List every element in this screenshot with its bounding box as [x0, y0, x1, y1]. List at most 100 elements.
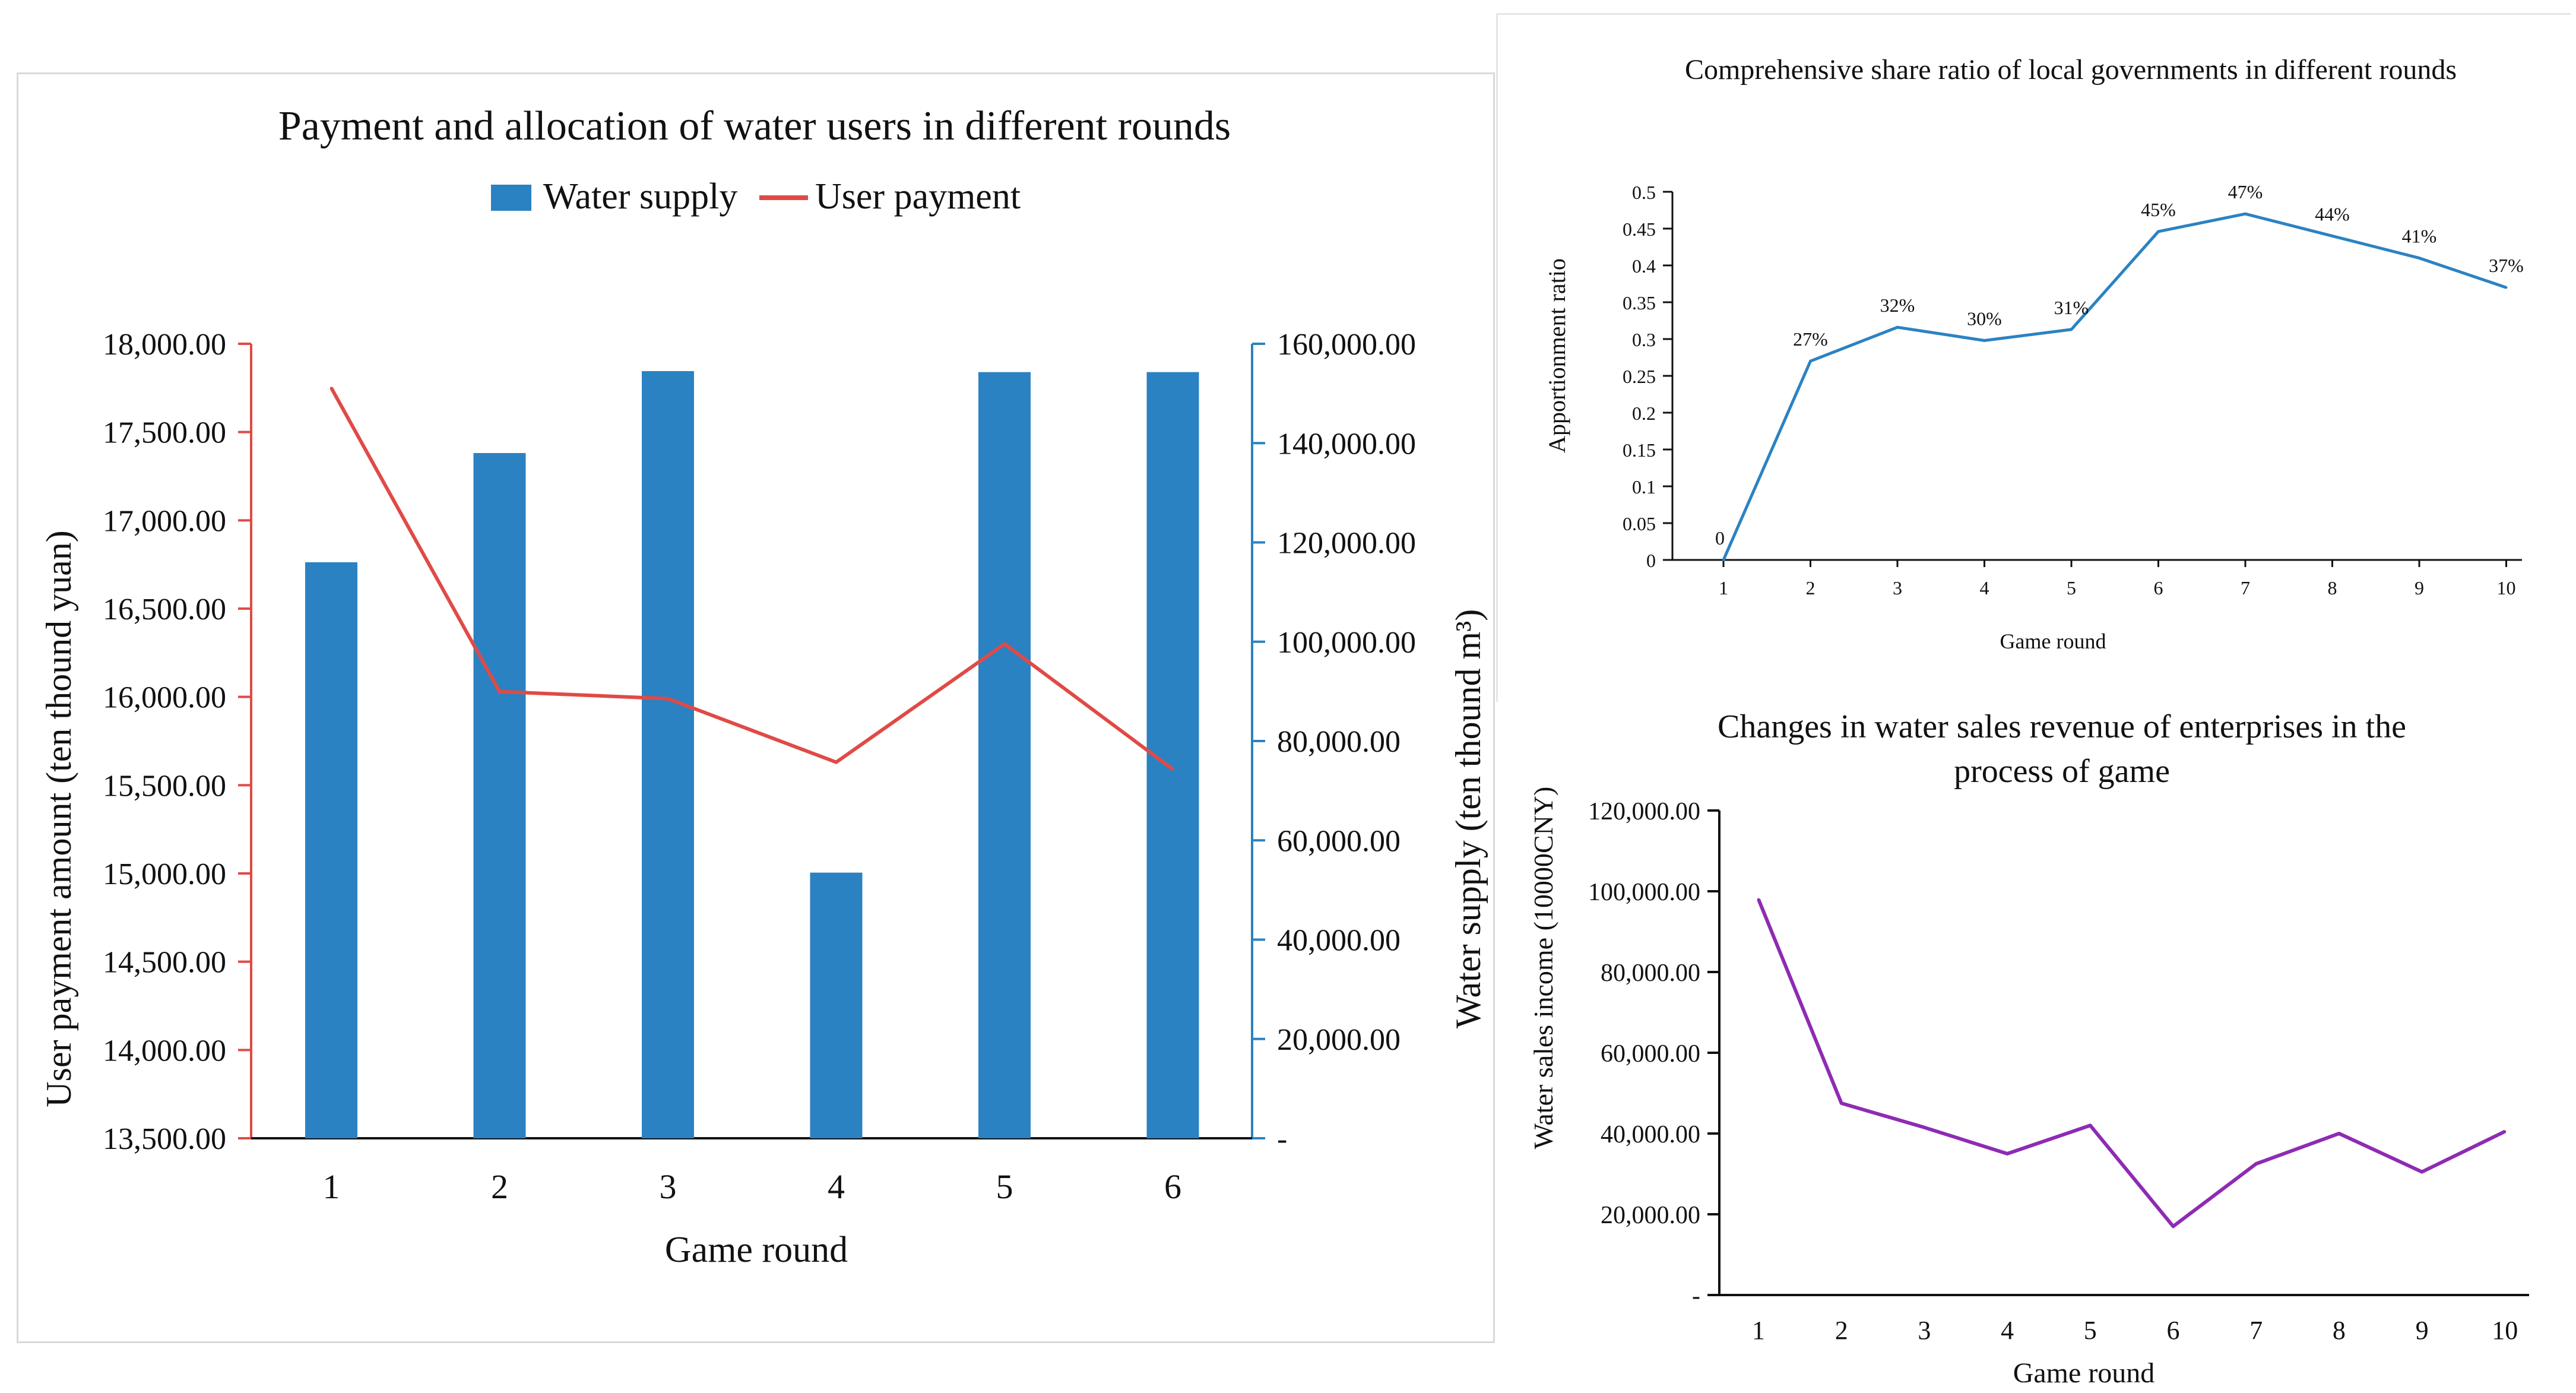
- share-ratio-chart: Comprehensive share ratio of local gover…: [1544, 54, 2524, 653]
- line-series: [1757, 898, 2507, 1229]
- share-ratio-point: [1722, 559, 1725, 561]
- y-tick-label: 0.15: [1623, 439, 1656, 461]
- x-tick-label: 3: [1918, 1316, 1931, 1345]
- share-ratio-point: [2331, 235, 2334, 238]
- x-tick-label: 6: [1164, 1167, 1181, 1206]
- share-ratio-point: [2505, 286, 2508, 289]
- water-supply-bar: [305, 562, 357, 1138]
- legend-user-payment: User payment: [815, 176, 1021, 217]
- x-axis-label: Game round: [2000, 629, 2106, 653]
- y-tick-label-right: 140,000.00: [1277, 427, 1416, 461]
- x-tick-label: 9: [2415, 577, 2424, 599]
- y-tick-label: 0.05: [1623, 513, 1656, 534]
- x-tick-label: 4: [1980, 577, 1989, 599]
- y-tick-label: 0.5: [1632, 182, 1656, 203]
- y-tick-label-left: 15,000.00: [103, 857, 226, 891]
- user-payment-point: [667, 697, 669, 700]
- data-label: 37%: [2489, 255, 2524, 276]
- user-payment-point: [498, 690, 501, 693]
- y-tick-label: 0.2: [1632, 403, 1656, 424]
- y-tick-label: 120,000.00: [1588, 798, 1700, 825]
- x-tick-label: 10: [2497, 577, 2516, 599]
- x-tick-label: 4: [2001, 1316, 2014, 1345]
- x-tick-label: 5: [996, 1167, 1013, 1206]
- x-tick-label: 6: [2167, 1316, 2180, 1345]
- user-payment-line: [329, 387, 1174, 771]
- data-label: 44%: [2315, 203, 2350, 224]
- y-tick-label-left: 17,000.00: [103, 504, 226, 538]
- y-tick-label-left: 16,500.00: [103, 593, 226, 626]
- chart-title: Comprehensive share ratio of local gover…: [1685, 54, 2457, 86]
- share-ratio-point: [2418, 257, 2420, 259]
- sales-revenue-point: [2255, 1163, 2258, 1165]
- share-ratio-point: [2070, 328, 2073, 331]
- x-axis-label: Game round: [665, 1230, 848, 1270]
- y-tick-label: 0.25: [1623, 366, 1656, 387]
- share-ratio-point: [1896, 326, 1899, 329]
- payment-allocation-chart: Payment and allocation of water users in…: [39, 103, 1488, 1270]
- x-tick-label: 6: [2154, 577, 2163, 599]
- sales-revenue-line: [1757, 898, 2506, 1229]
- data-label: 32%: [1880, 295, 1915, 316]
- y-tick-label-right: 20,000.00: [1277, 1023, 1401, 1057]
- water-supply-bar: [810, 872, 863, 1138]
- y-tick-label-left: 18,000.00: [103, 328, 226, 362]
- y-tick-label-right: 100,000.00: [1277, 626, 1416, 660]
- bar-series: [305, 371, 1199, 1138]
- y-tick-label: 100,000.00: [1588, 879, 1700, 906]
- chart-title-line-1: Changes in water sales revenue of enterp…: [1718, 708, 2406, 745]
- y-tick-label-left: 14,000.00: [103, 1034, 226, 1068]
- sales-revenue-chart: Changes in water sales revenue of enterp…: [1528, 708, 2529, 1389]
- sales-revenue-point: [2172, 1225, 2175, 1228]
- sales-revenue-point: [2089, 1124, 2092, 1127]
- sales-revenue-point: [1923, 1126, 1926, 1129]
- sales-revenue-point: [2504, 1130, 2507, 1133]
- sales-revenue-point: [1840, 1102, 1843, 1104]
- x-tick-label: 2: [1806, 577, 1815, 599]
- y-axis-label-left: User payment amount (ten thound yuan): [39, 530, 78, 1107]
- y-tick-label-right: 80,000.00: [1277, 725, 1401, 759]
- y-tick-label-left: 15,500.00: [103, 769, 226, 803]
- share-ratio-point: [1809, 360, 1812, 363]
- x-tick-label: 8: [2333, 1316, 2346, 1345]
- x-tick-label: 1: [1752, 1316, 1765, 1345]
- water-supply-bar: [978, 372, 1031, 1138]
- user-payment-point: [330, 387, 332, 390]
- y-tick-label: 0.4: [1632, 255, 1656, 277]
- y-tick-label-left: 16,000.00: [103, 681, 226, 715]
- y-axis-label-right: Water supply (ten thound m³): [1449, 609, 1488, 1028]
- y-axis-label: Water sales income (10000CNY): [1528, 787, 1558, 1150]
- data-label: 31%: [2054, 297, 2089, 318]
- x-tick-label: 2: [1835, 1316, 1848, 1345]
- y-tick-label: 0.35: [1623, 292, 1656, 314]
- x-tick-label: 3: [660, 1167, 677, 1206]
- y-tick-label-right: -: [1277, 1122, 1287, 1156]
- data-label: 47%: [2228, 181, 2263, 202]
- water-supply-bar: [642, 371, 694, 1138]
- y-tick-label: 0.45: [1623, 219, 1656, 240]
- sales-revenue-point: [1757, 898, 1760, 901]
- y-tick-label: 40,000.00: [1601, 1121, 1700, 1148]
- y-tick-label-left: 17,500.00: [103, 416, 226, 450]
- x-tick-label: 4: [828, 1167, 845, 1206]
- y-tick-label: 80,000.00: [1601, 960, 1700, 987]
- sales-revenue-point: [2006, 1153, 2009, 1155]
- y-tick-label: 0.1: [1632, 476, 1656, 498]
- share-ratio-line: [1722, 212, 2507, 561]
- y-tick-label-right: 160,000.00: [1277, 328, 1416, 362]
- axes: 120,000.00100,000.0080,000.0060,000.0040…: [1588, 798, 2529, 1345]
- chart-title: Payment and allocation of water users in…: [278, 103, 1231, 149]
- axes: 18,000.00 17,500.00 17,000.00 16,500.00 16,0…: [103, 328, 1416, 1206]
- payment-allocation-chart-panel: Payment and allocation of water users in…: [17, 72, 1495, 1343]
- x-axis-label: Game round: [2013, 1357, 2155, 1389]
- data-label: 30%: [1967, 308, 2002, 329]
- x-tick-label: 2: [491, 1167, 508, 1206]
- share-ratio-chart-panel: Comprehensive share ratio of local gover…: [1496, 13, 2571, 702]
- chart-title-line-2: process of game: [1954, 753, 2170, 790]
- line-series: 0 27% 32% 30% 31% 45% 47% 44% 41% 37%: [1715, 181, 2524, 561]
- x-tick-label: 5: [2067, 577, 2076, 599]
- x-tick-label: 1: [1719, 577, 1728, 599]
- y-tick-label-right: 120,000.00: [1277, 527, 1416, 561]
- user-payment-point: [1171, 768, 1174, 771]
- x-tick-label: 9: [2416, 1316, 2429, 1345]
